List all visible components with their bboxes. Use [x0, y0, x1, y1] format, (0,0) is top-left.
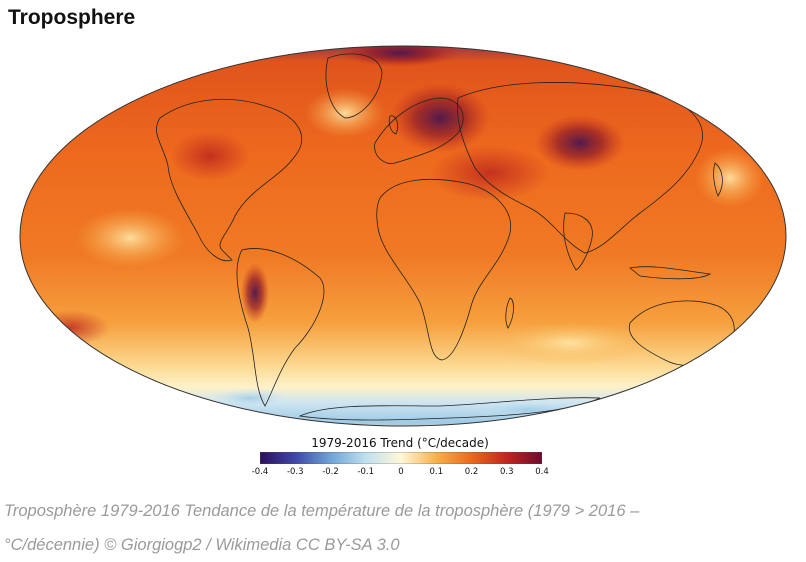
- colorbar-title: 1979-2016 Trend (°C/decade): [311, 436, 489, 450]
- colorbar-tick-label: 0.3: [499, 467, 514, 477]
- map-border: [19, 45, 787, 427]
- trend-map: [10, 38, 796, 434]
- greenland-outline: [325, 53, 383, 119]
- south-america-outline: [236, 248, 325, 407]
- colorbar-tick-label: 0.1: [429, 467, 444, 477]
- colorbar: [260, 452, 542, 464]
- colorbar-tick-label: -0.1: [357, 467, 375, 477]
- uk-outline: [388, 115, 398, 135]
- colorbar-tick-label: -0.2: [322, 467, 339, 477]
- colorbar-ticks: -0.4 -0.3 -0.2 -0.1 0 0.1 0.2 0.3 0.4: [252, 467, 549, 481]
- antarctica-outline: [298, 397, 601, 421]
- indonesia-outline: [629, 266, 712, 280]
- map-field: [20, 46, 786, 426]
- africa-outline: [376, 178, 512, 361]
- asia-outline: [457, 82, 703, 254]
- colorbar-tick-label: 0.2: [464, 467, 479, 477]
- colorbar-tick-label: -0.3: [286, 467, 304, 477]
- madagascar-outline: [505, 297, 514, 329]
- colorbar-tick-label: 0.4: [535, 467, 549, 477]
- caption-line-1: Troposphère 1979-2016 Tendance de la tem…: [4, 502, 640, 520]
- image-caption: Troposphère 1979-2016 Tendance de la tem…: [4, 494, 794, 562]
- colorbar-tick-label: 0: [398, 467, 404, 477]
- caption-line-2: °C/décennie) © Giorgiogp2 / Wikimedia CC…: [4, 536, 400, 554]
- figure-title: Troposphere: [8, 6, 136, 29]
- europe-outline: [374, 97, 464, 164]
- north-america-outline: [156, 98, 303, 262]
- new-zealand-outline: [752, 355, 761, 381]
- colorbar-tick-label: -0.4: [251, 467, 269, 477]
- coastlines: [156, 53, 761, 421]
- india-outline: [563, 212, 593, 271]
- japan-outline: [713, 162, 723, 197]
